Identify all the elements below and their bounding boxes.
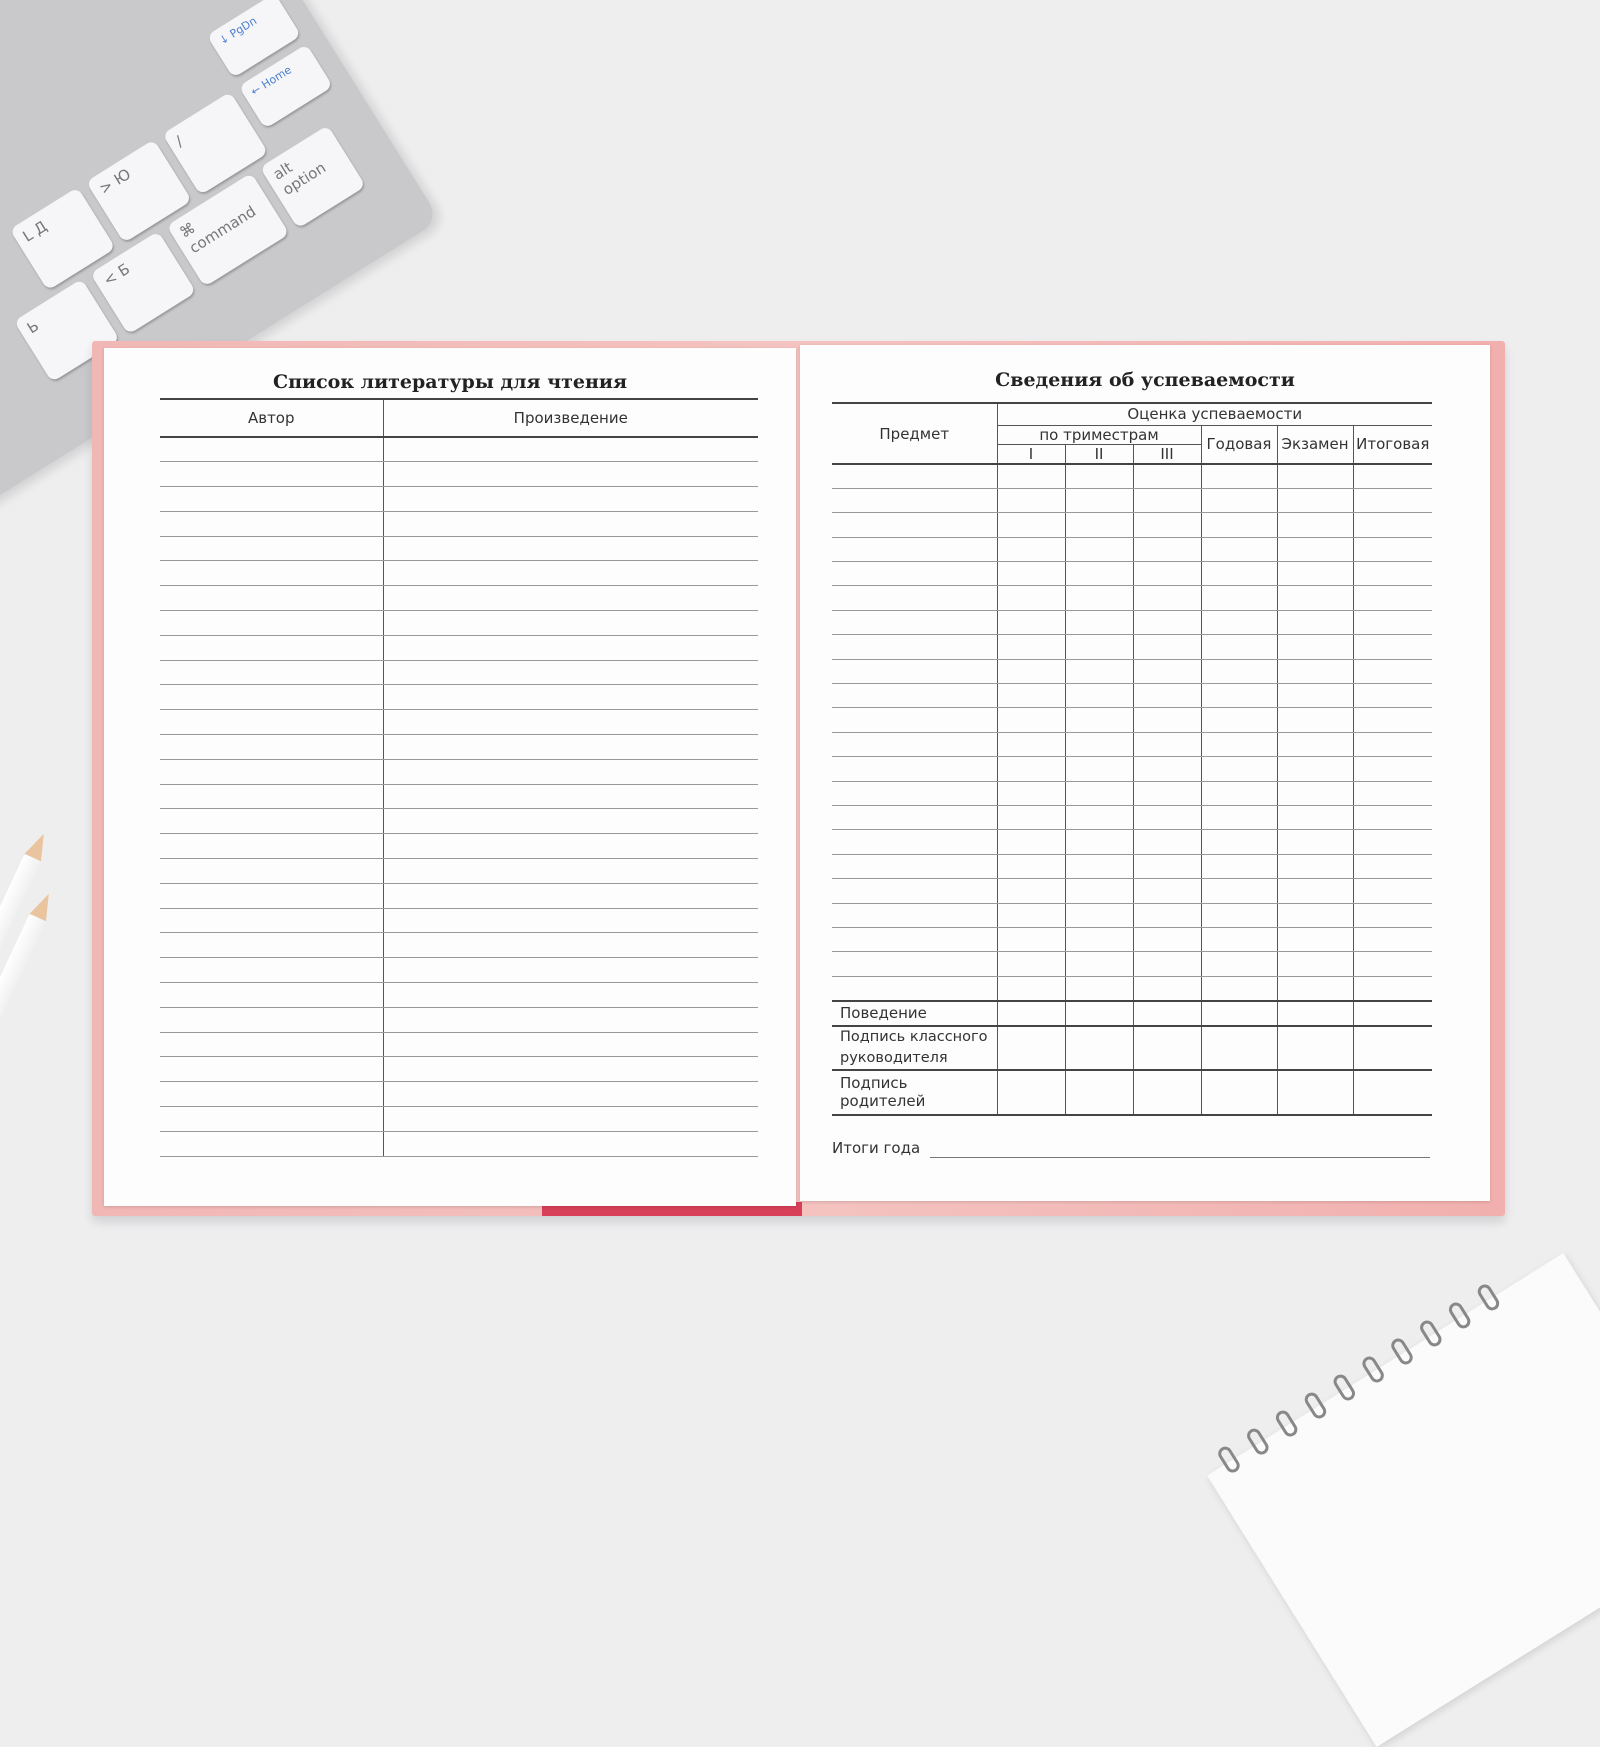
table-row[interactable] xyxy=(832,707,1432,733)
table-row[interactable] xyxy=(160,982,758,1008)
table-row[interactable] xyxy=(832,829,1432,855)
reading-list-table: Автор Произведение xyxy=(160,398,758,1157)
table-row[interactable] xyxy=(160,758,758,785)
table-row[interactable] xyxy=(160,1106,758,1132)
table-row[interactable] xyxy=(832,658,1432,685)
teacher-signature-label: Подпись классного руководителя xyxy=(832,1025,998,1071)
table-row[interactable] xyxy=(160,957,758,984)
table-row[interactable] xyxy=(160,932,758,959)
right-page: Сведения об успеваемости Предмет Оценка … xyxy=(800,345,1490,1201)
table-row[interactable] xyxy=(832,561,1432,587)
table-row[interactable] xyxy=(160,1081,758,1108)
table-row[interactable] xyxy=(832,878,1432,904)
table-row[interactable] xyxy=(160,709,758,736)
table-row[interactable] xyxy=(160,808,758,835)
column-exam: Экзамен xyxy=(1276,424,1354,465)
spiral-ring xyxy=(1475,1281,1502,1314)
table-row[interactable] xyxy=(832,634,1432,660)
table-row[interactable] xyxy=(832,853,1432,880)
table-row[interactable] xyxy=(160,634,758,661)
table-row[interactable] xyxy=(832,975,1432,1002)
year-results-line[interactable] xyxy=(930,1157,1430,1158)
table-row[interactable] xyxy=(832,804,1432,831)
table-row[interactable] xyxy=(160,560,758,587)
table-row[interactable] xyxy=(832,585,1432,611)
column-subject: Предмет xyxy=(832,402,998,465)
spiral-ring xyxy=(1273,1407,1300,1440)
table-row[interactable] xyxy=(832,756,1432,782)
table-row[interactable] xyxy=(160,535,758,562)
table-row[interactable] xyxy=(160,858,758,884)
table-row[interactable] xyxy=(832,536,1432,563)
pencil xyxy=(0,890,57,1067)
spiral-ring xyxy=(1330,1371,1358,1404)
table-row[interactable] xyxy=(160,610,758,636)
key-label: Ь xyxy=(23,316,43,338)
key-label: Д xyxy=(30,217,51,239)
key-label: Ю xyxy=(110,164,134,189)
left-page: Список литературы для чтения Автор Произ… xyxy=(104,348,796,1206)
key-label: Б xyxy=(114,259,134,281)
table-row[interactable] xyxy=(160,783,758,810)
key-label: PgDn xyxy=(227,14,260,41)
grades-table: Предмет Оценка успеваемости по триместра… xyxy=(832,402,1432,1116)
table-row[interactable] xyxy=(832,463,1432,489)
table-row[interactable] xyxy=(160,1031,758,1058)
table-row[interactable] xyxy=(832,609,1432,636)
table-row[interactable] xyxy=(160,659,758,686)
table-row[interactable] xyxy=(160,833,758,860)
table-row[interactable] xyxy=(832,487,1432,514)
page-title: Список литературы для чтения xyxy=(272,371,628,393)
table-row[interactable] xyxy=(160,907,758,934)
table-row[interactable] xyxy=(160,585,758,612)
table-row[interactable] xyxy=(160,436,758,463)
spiral-ring xyxy=(1359,1353,1387,1386)
table-row[interactable] xyxy=(832,902,1432,928)
column-author: Автор xyxy=(160,398,384,438)
table-row[interactable] xyxy=(160,486,758,512)
table-row[interactable] xyxy=(832,683,1432,709)
column-t2: II xyxy=(1064,443,1134,465)
spiral-ring xyxy=(1446,1299,1473,1332)
key-label: / xyxy=(172,132,187,151)
column-trimesters: по триместрам xyxy=(996,424,1202,445)
column-group: Оценка успеваемости xyxy=(996,402,1432,426)
behavior-label: Поведение xyxy=(832,1000,998,1027)
spiral-notebook xyxy=(1207,1253,1600,1747)
table-row[interactable] xyxy=(832,731,1432,758)
table-row[interactable] xyxy=(832,951,1432,977)
table-row[interactable] xyxy=(160,684,758,711)
parent-signature-label: Подпись родителей xyxy=(832,1069,998,1116)
spiral-ring xyxy=(1215,1444,1243,1476)
spiral-ring xyxy=(1417,1317,1445,1350)
table-row[interactable] xyxy=(160,1130,758,1157)
table-row[interactable] xyxy=(160,734,758,760)
table-row[interactable] xyxy=(160,510,758,537)
year-results-label: Итоги года xyxy=(832,1139,921,1157)
column-t1: I xyxy=(996,443,1066,465)
key-label: Home xyxy=(259,63,294,92)
spiral-ring xyxy=(1302,1389,1329,1422)
page-title: Сведения об успеваемости xyxy=(995,369,1295,391)
table-row[interactable] xyxy=(832,780,1432,806)
key-label: command xyxy=(186,202,260,258)
table-row[interactable] xyxy=(160,882,758,909)
table-row[interactable] xyxy=(160,461,758,488)
spiral-ring xyxy=(1388,1335,1416,1368)
column-work: Произведение xyxy=(382,398,758,438)
table-row[interactable] xyxy=(160,1056,758,1083)
column-annual: Годовая xyxy=(1200,424,1278,465)
table-row[interactable] xyxy=(160,1006,758,1033)
table-row[interactable] xyxy=(832,926,1432,953)
column-final: Итоговая xyxy=(1352,424,1432,465)
table-row[interactable] xyxy=(832,512,1432,538)
column-t3: III xyxy=(1132,443,1202,465)
spiral-ring xyxy=(1244,1425,1272,1458)
